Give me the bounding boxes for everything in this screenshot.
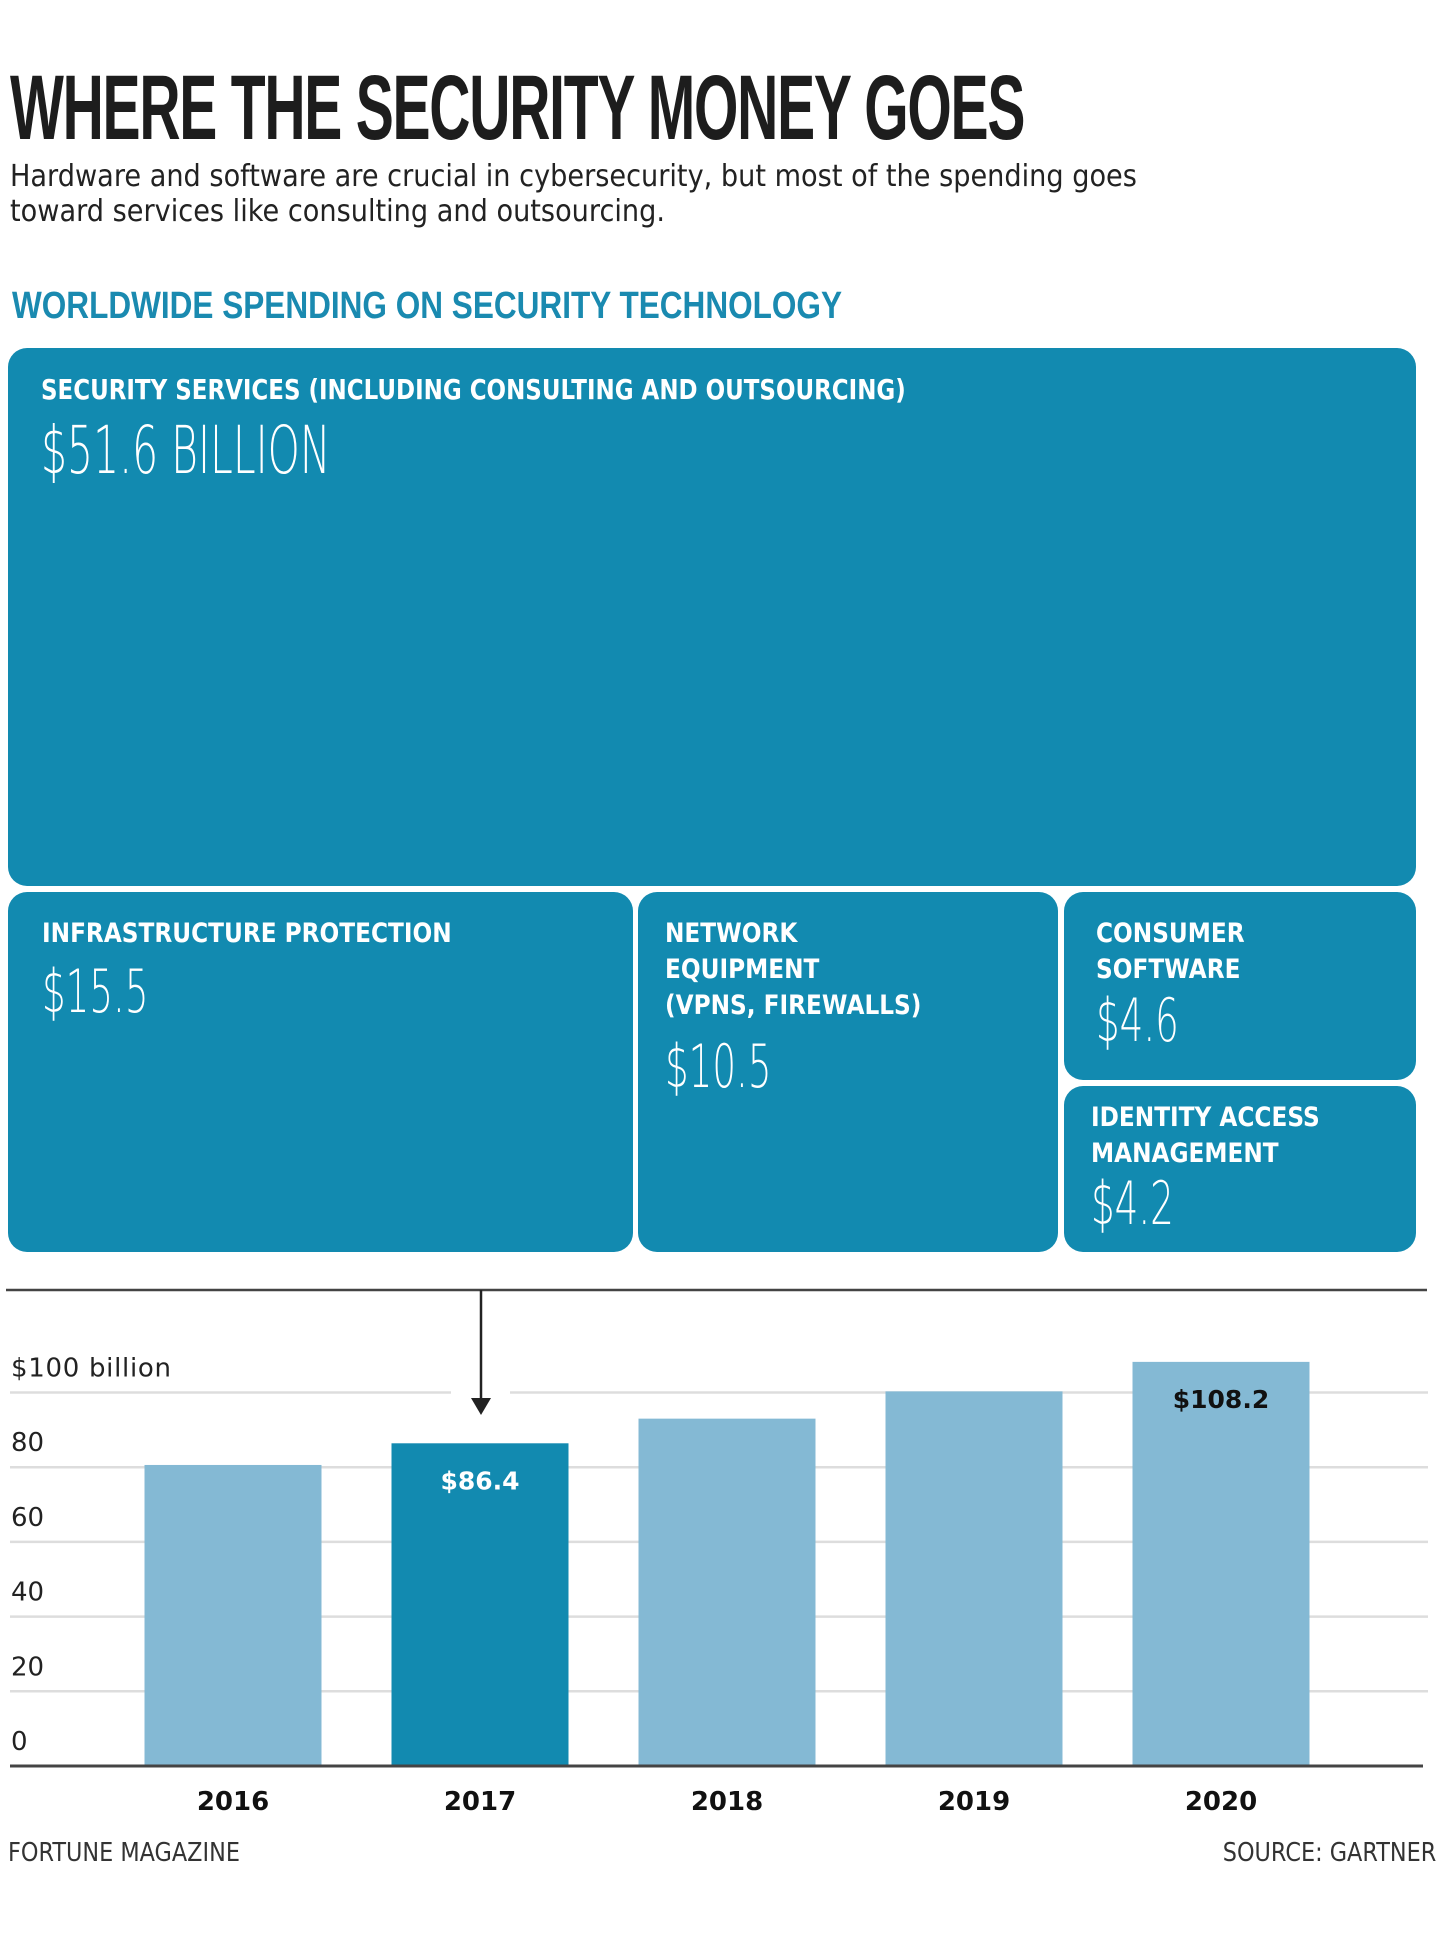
y-tick-label-0: 0 [11, 1727, 28, 1757]
bar-2017 [391, 1443, 569, 1766]
x-tick-label-2017: 2017 [444, 1787, 516, 1817]
tile-value-text: $51.6 BILLION [41, 412, 331, 489]
credit-source-text: SOURCE: GARTNER [1222, 1838, 1436, 1868]
tile-value: $4.2 [1091, 1174, 1225, 1234]
tile-value: $4.6 [1096, 991, 1230, 1051]
tile-value: $10.5 [665, 1037, 837, 1097]
tile-label-text: IDENTITY ACCESS MANAGEMENT [1091, 1102, 1320, 1169]
data-label-2020: $108.2 [1173, 1385, 1269, 1414]
bar-2018 [638, 1418, 816, 1766]
bars [144, 1361, 1310, 1766]
x-tick-label-2020: 2020 [1185, 1787, 1257, 1817]
bar-2020 [1132, 1361, 1310, 1766]
treemap-tile-consumer-software: CONSUMER SOFTWARE $4.6 [1064, 892, 1416, 1080]
treemap-tile-identity-access-management: IDENTITY ACCESS MANAGEMENT $4.2 [1064, 1086, 1416, 1252]
bar-chart: 20 40 60 80 $100 billion 0 2016 2017 $86.4 2018 20… [6, 1288, 1428, 1818]
tile-label-text: NETWORK EQUIPMENT (VPNS, FIREWALLS) [665, 918, 922, 1021]
tile-value-text: $10.5 [665, 1032, 772, 1102]
subtitle-line-1: Hardware and software are crucial in cyb… [10, 160, 1255, 194]
section-heading: WORLDWIDE SPENDING ON SECURITY TECHNOLOG… [12, 286, 1012, 326]
subtitle-line-2: toward services like consulting and outs… [10, 195, 734, 229]
bar-2016 [144, 1464, 322, 1766]
treemap-tile-infrastructure-protection: INFRASTRUCTURE PROTECTION $15.5 [8, 892, 633, 1252]
tile-label-text: CONSUMER SOFTWARE [1096, 918, 1245, 985]
x-tick-label-2019: 2019 [938, 1787, 1010, 1817]
tile-value: $15.5 [42, 962, 214, 1022]
tile-value: $51.6 BILLION [41, 418, 508, 484]
treemap-tile-security-services: SECURITY SERVICES (INCLUDING CONSULTING … [8, 348, 1416, 886]
annotations [6, 1288, 1427, 1768]
y-tick-label-80: 80 [11, 1428, 44, 1458]
y-tick-label-100: $100 billion [11, 1354, 171, 1384]
tile-label: NETWORK EQUIPMENT (VPNS, FIREWALLS) [665, 916, 963, 1024]
credit-source: SOURCE: GARTNER [1188, 1838, 1436, 1868]
page-title: WHERE THE SECURITY MONEY GOES [10, 62, 1440, 154]
pointer-arrow-head-icon [471, 1398, 491, 1415]
x-tick-label-2018: 2018 [691, 1787, 763, 1817]
y-tick-label-40: 40 [11, 1578, 44, 1608]
tile-label: SECURITY SERVICES (INCLUDING CONSULTING … [41, 372, 1096, 408]
subtitle-line-2-text: toward services like consulting and outs… [10, 194, 665, 229]
page-title-text: WHERE THE SECURITY MONEY GOES [10, 57, 1025, 159]
y-tick-label-20: 20 [11, 1652, 44, 1682]
credit-publisher: FORTUNE MAGAZINE [8, 1838, 278, 1868]
tile-label-text: INFRASTRUCTURE PROTECTION [42, 918, 452, 949]
data-label-2017: $86.4 [440, 1466, 519, 1495]
tile-label: IDENTITY ACCESS MANAGEMENT [1091, 1100, 1357, 1172]
labels: 20 40 60 80 $100 billion 0 2016 2017 $86.4 2018 20… [11, 1354, 1269, 1818]
credit-publisher-text: FORTUNE MAGAZINE [8, 1838, 240, 1868]
bar-2019 [885, 1391, 1063, 1766]
y-tick-label-60: 60 [11, 1503, 44, 1533]
tile-value-text: $4.6 [1096, 986, 1179, 1056]
tile-label: CONSUMER SOFTWARE [1096, 916, 1269, 988]
tile-value-text: $15.5 [42, 957, 149, 1027]
treemap-tile-network-equipment: NETWORK EQUIPMENT (VPNS, FIREWALLS) $10.… [638, 892, 1058, 1252]
tile-label: INFRASTRUCTURE PROTECTION [42, 916, 518, 952]
x-tick-label-2016: 2016 [197, 1787, 269, 1817]
section-heading-text: WORLDWIDE SPENDING ON SECURITY TECHNOLOG… [12, 285, 843, 327]
tile-label-text: SECURITY SERVICES (INCLUDING CONSULTING … [41, 373, 906, 406]
tile-value-text: $4.2 [1091, 1169, 1174, 1239]
subtitle-line-1-text: Hardware and software are crucial in cyb… [10, 159, 1137, 194]
